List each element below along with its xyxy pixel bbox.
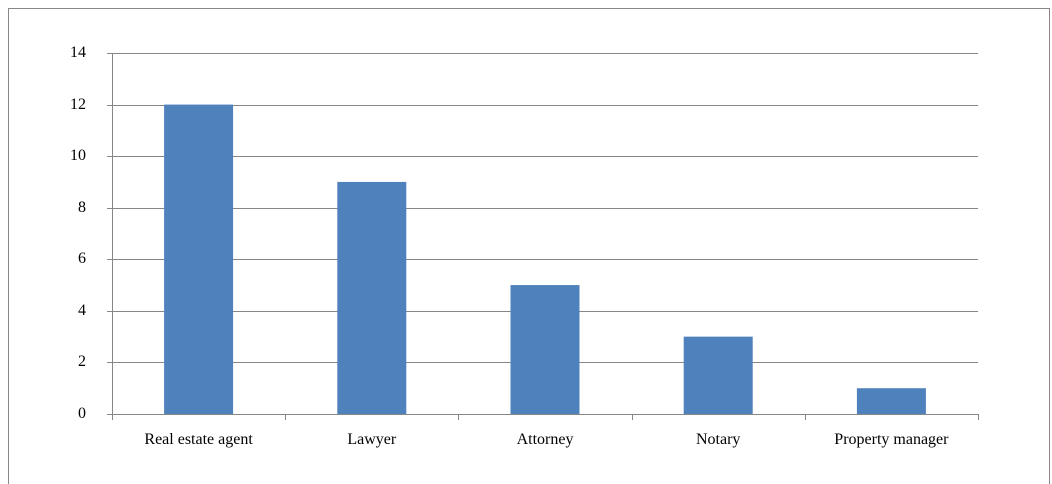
y-tick-label: 2: [78, 353, 86, 370]
y-tick-label: 10: [70, 147, 86, 164]
bar: [164, 104, 234, 415]
y-tick-label: 4: [78, 302, 86, 319]
x-tick-label: Real estate agent: [144, 431, 253, 448]
y-tick-label: 14: [70, 44, 86, 61]
x-tick-label: Property manager: [834, 431, 949, 448]
x-tick-label: Lawyer: [347, 431, 397, 448]
chart-frame: [8, 8, 1050, 484]
x-tick-label: Attorney: [516, 431, 574, 448]
bar: [856, 388, 926, 414]
bar: [510, 285, 580, 414]
bar: [683, 336, 753, 414]
bar: [337, 181, 407, 414]
y-tick-label: 12: [70, 96, 86, 113]
x-tick-label: Notary: [695, 431, 741, 448]
y-tick-label: 0: [78, 405, 86, 422]
y-tick-label: 8: [78, 199, 86, 216]
y-tick-label: 6: [78, 250, 86, 267]
